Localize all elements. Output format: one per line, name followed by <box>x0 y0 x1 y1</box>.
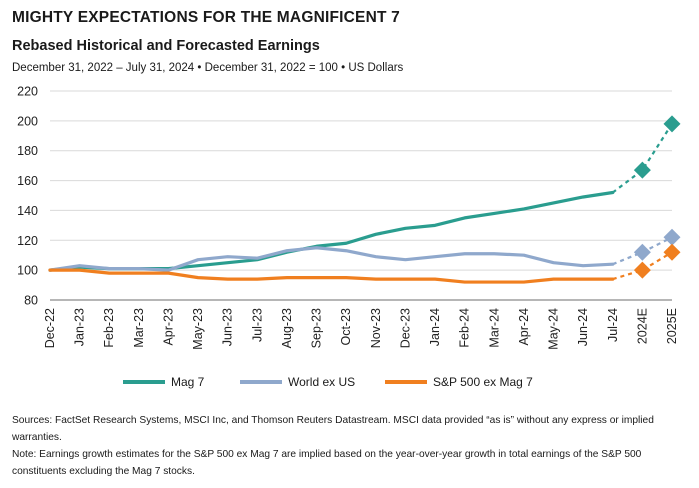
chart-legend: Mag 7 World ex US S&P 500 ex Mag 7 <box>0 375 699 393</box>
x-tick-label-aug-23: Aug-23 <box>280 308 294 348</box>
y-tick-label-160: 160 <box>17 174 38 188</box>
x-tick-label-may-24: May-24 <box>547 308 561 350</box>
x-tick-label-jan-24: Jan-24 <box>428 308 442 346</box>
chart-subtitle: Rebased Historical and Forecasted Earnin… <box>12 38 320 54</box>
x-tick-label-jan-23: Jan-23 <box>73 308 87 346</box>
x-tick-label-2025e: 2025E <box>665 308 679 344</box>
legend-swatch-sp500-ex-mag7 <box>385 380 427 384</box>
forecast-marker-world-ex-us-2025e <box>663 228 681 246</box>
sources-note: Sources: FactSet Research Systems, MSCI … <box>12 415 654 443</box>
series-line-mag-7 <box>48 190 615 272</box>
methodology-note: Note: Earnings growth estimates for the … <box>12 449 642 477</box>
legend-item-world-ex-us: World ex US <box>240 375 355 389</box>
y-tick-label-200: 200 <box>17 114 38 128</box>
y-tick-label-100: 100 <box>17 264 38 278</box>
series-forecast-line-mag-7 <box>612 123 673 194</box>
chart-notes: Sources: FactSet Research Systems, MSCI … <box>12 412 688 480</box>
legend-swatch-world-ex-us <box>240 380 282 384</box>
x-tick-label-jun-23: Jun-23 <box>221 308 235 346</box>
x-tick-label-sep-23: Sep-23 <box>310 308 324 348</box>
x-tick-label-feb-23: Feb-23 <box>102 308 116 348</box>
legend-label-mag7: Mag 7 <box>171 375 205 389</box>
line-chart: 80 100 120 140 160 180 200 220 Dec-22 Jan-23 Feb-2… <box>17 85 681 350</box>
y-tick-label-120: 120 <box>17 234 38 248</box>
legend-swatch-mag7 <box>123 380 165 384</box>
series-forecast-line-world-ex-us <box>612 236 673 266</box>
forecast-marker-world-ex-us-2024e <box>633 243 651 261</box>
series-forecast-line-s-p-500-ex-mag-7 <box>612 251 673 281</box>
x-tick-label-mar-23: Mar-23 <box>132 308 146 348</box>
chart-date-range: December 31, 2022 – July 31, 2024 • Dece… <box>12 62 404 74</box>
x-tick-label-nov-23: Nov-23 <box>369 308 383 348</box>
forecast-marker-s-p-500-ex-mag-7-2025e <box>663 243 681 261</box>
forecast-marker-mag-7-2025e <box>663 115 681 133</box>
x-tick-label-feb-24: Feb-24 <box>458 308 472 348</box>
chart-title: MIGHTY EXPECTATIONS FOR THE MAGNIFICENT … <box>12 9 400 26</box>
x-tick-label-apr-23: Apr-23 <box>161 308 175 346</box>
y-tick-label-220: 220 <box>17 85 38 99</box>
series-line-world-ex-us <box>48 246 615 272</box>
forecast-marker-mag-7-2024e <box>633 161 651 179</box>
x-tick-label-apr-24: Apr-24 <box>517 308 531 346</box>
x-tick-label-dec-23: Dec-23 <box>398 308 412 348</box>
legend-label-sp500-ex-mag7: S&P 500 ex Mag 7 <box>433 375 533 389</box>
x-tick-label-mar-24: Mar-24 <box>487 308 501 348</box>
x-tick-label-jun-24: Jun-24 <box>576 308 590 346</box>
series-line-s-p-500-ex-mag-7 <box>48 268 615 284</box>
x-tick-label-jul-24: Jul-24 <box>606 308 620 342</box>
forecast-marker-s-p-500-ex-mag-7-2024e <box>633 261 651 279</box>
x-tick-label-may-23: May-23 <box>191 308 205 350</box>
y-tick-label-180: 180 <box>17 144 38 158</box>
x-tick-label-dec-22: Dec-22 <box>43 308 57 348</box>
x-tick-label-oct-23: Oct-23 <box>339 308 353 346</box>
legend-item-mag7: Mag 7 <box>123 375 204 389</box>
x-tick-label-jul-23: Jul-23 <box>250 308 264 342</box>
y-tick-label-80: 80 <box>24 294 38 308</box>
x-tick-label-2024e: 2024E <box>635 308 649 344</box>
legend-label-world-ex-us: World ex US <box>288 375 356 389</box>
y-tick-label-140: 140 <box>17 204 38 218</box>
legend-item-sp500-ex-mag7: S&P 500 ex Mag 7 <box>385 375 533 389</box>
